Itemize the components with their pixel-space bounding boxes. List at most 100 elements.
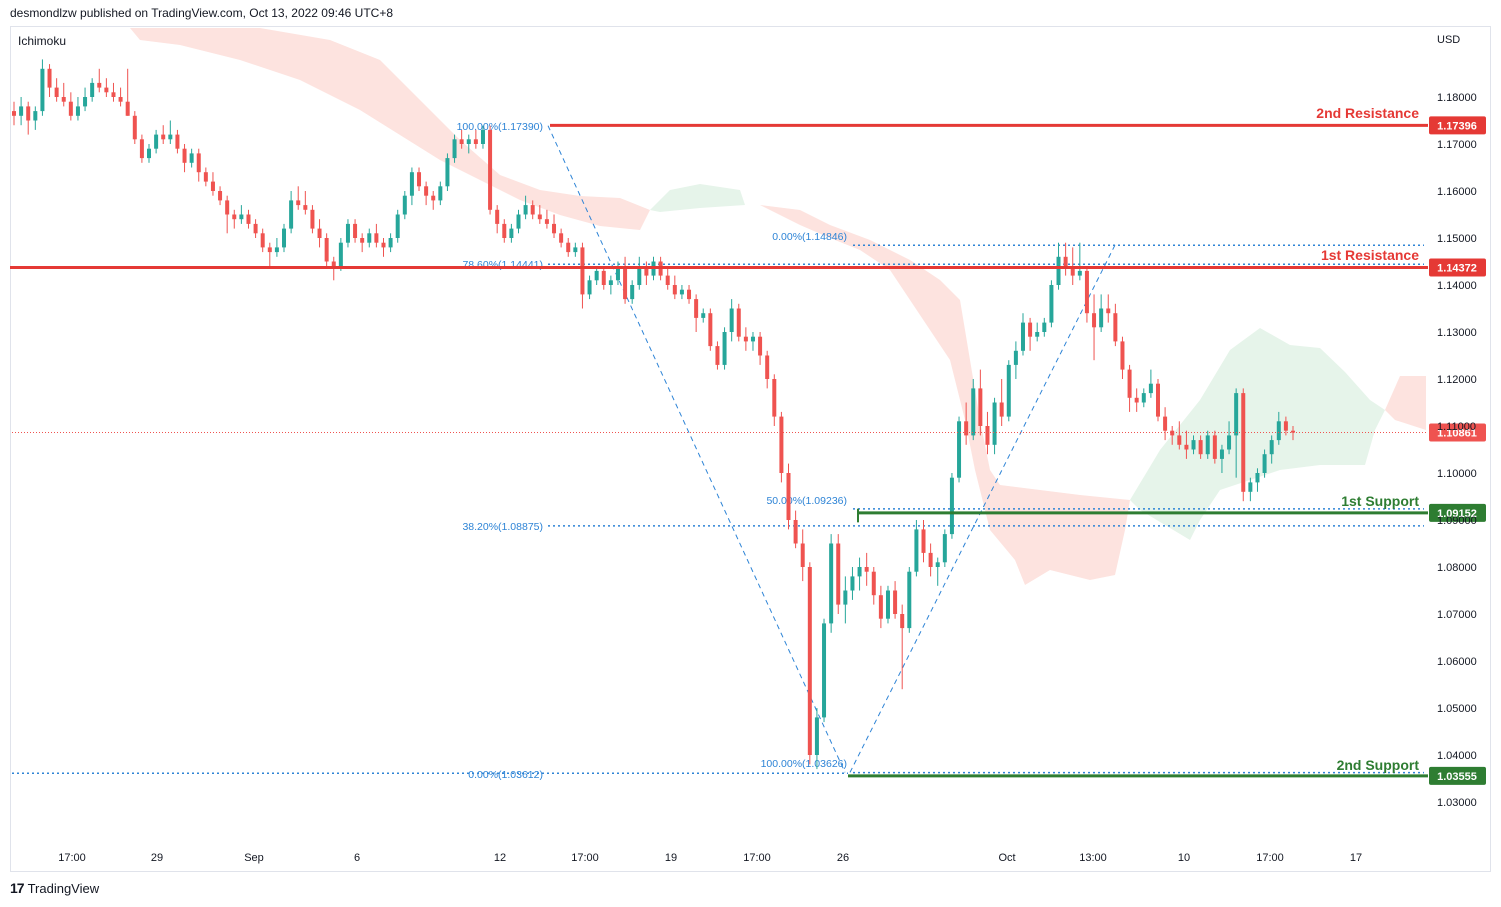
candle-body <box>914 529 919 572</box>
candle-body <box>928 552 933 567</box>
candle-body <box>331 261 336 267</box>
currency-label: USD <box>1437 34 1461 46</box>
candle-body <box>779 416 784 473</box>
candle-body <box>466 139 471 144</box>
candle-body <box>623 266 628 300</box>
candle-body <box>495 209 500 224</box>
candle-body <box>999 402 1004 417</box>
candle-body <box>949 477 954 535</box>
candle-body <box>1177 435 1182 445</box>
x-tick-label: 13:00 <box>1079 852 1107 864</box>
candle-body <box>1006 364 1011 417</box>
x-tick-label: 19 <box>665 852 677 864</box>
y-tick-label: 1.11000 <box>1437 421 1476 433</box>
candle-body <box>33 111 38 121</box>
candle-body <box>694 299 699 318</box>
indicator-label[interactable]: Ichimoku <box>18 34 67 48</box>
ichimoku-bear-cloud-2 <box>760 205 1130 585</box>
fib-label: 0.00%(1.14846) <box>772 231 847 243</box>
price-tag-label: 1.17396 <box>1437 120 1477 132</box>
candle-body <box>97 82 102 88</box>
candle-body <box>452 139 457 159</box>
candle-body <box>175 134 180 149</box>
candle-body <box>324 238 329 262</box>
candle-body <box>424 186 429 196</box>
candle-body <box>1248 482 1253 492</box>
candle-body <box>1013 350 1018 365</box>
y-tick-label: 1.06000 <box>1437 656 1477 668</box>
candle-body <box>253 223 258 234</box>
candle-body <box>843 590 848 605</box>
candle-body <box>360 238 365 243</box>
candle-body <box>381 242 386 248</box>
candle-body <box>893 590 898 614</box>
candle-body <box>580 247 585 295</box>
level-title: 1st Support <box>1341 493 1419 509</box>
price-tag-label: 1.14372 <box>1437 263 1477 275</box>
candle-body <box>19 106 24 116</box>
y-tick-label: 1.04000 <box>1437 750 1477 762</box>
candle-body <box>75 106 80 116</box>
candle-body <box>715 346 720 365</box>
candle-body <box>1042 322 1047 332</box>
candlestick-series <box>12 59 1295 770</box>
candle-body <box>672 285 677 295</box>
candle-body <box>1241 393 1246 492</box>
tradingview-logo-icon: 17 <box>10 880 25 896</box>
candle-body <box>750 336 755 342</box>
candle-body <box>1155 383 1160 417</box>
candle-body <box>218 191 223 201</box>
candle-body <box>608 280 613 285</box>
support-resistance-levels[interactable]: 2nd Resistance 1.17396 1st Resistance 1.143… <box>10 105 1486 785</box>
y-tick-label: 1.05000 <box>1437 703 1477 715</box>
fib-label: 100.00%(1.03626) <box>761 758 847 770</box>
candle-body <box>282 228 287 248</box>
candle-body <box>957 421 962 478</box>
candle-body <box>445 158 450 187</box>
candle-body <box>395 214 400 238</box>
candle-body <box>985 426 990 445</box>
candle-body <box>708 313 713 347</box>
candle-body <box>900 614 905 629</box>
level-title: 2nd Support <box>1337 757 1420 773</box>
candle-body <box>530 205 535 215</box>
time-axis[interactable]: 17:00 29 Sep 6 12 17:00 19 17:00 26 Oct 13:00 10 17:… <box>58 852 1362 864</box>
candle-body <box>431 195 436 201</box>
price-axis[interactable]: 1.18000 1.17000 1.16000 1.15000 1.14000 1.130… <box>1437 92 1477 809</box>
candle-body <box>736 308 741 337</box>
candle-body <box>345 223 350 243</box>
candle-body <box>1262 454 1267 473</box>
y-tick-label: 1.15000 <box>1437 233 1477 245</box>
candle-body <box>154 134 159 149</box>
candle-body <box>68 101 73 116</box>
candle-body <box>800 543 805 567</box>
candle-body <box>317 228 322 238</box>
y-tick-label: 1.07000 <box>1437 609 1477 621</box>
candle-body <box>516 214 521 229</box>
y-tick-label: 1.08000 <box>1437 562 1477 574</box>
candle-body <box>388 238 393 248</box>
x-tick-label: 17 <box>1350 852 1362 864</box>
y-tick-label: 1.10000 <box>1437 468 1477 480</box>
fib-label: 0.00%(1.03612) <box>468 769 543 781</box>
x-tick-label: 17:00 <box>58 852 86 864</box>
ichimoku-bull-cloud-2 <box>1130 328 1385 540</box>
candle-body <box>125 101 130 116</box>
fib-label: 50.00%(1.09236) <box>766 495 847 507</box>
candle-body <box>303 205 308 210</box>
footer-brand[interactable]: 17 TradingView <box>10 880 99 896</box>
candle-body <box>729 308 734 332</box>
candle-body <box>864 567 869 572</box>
candle-body <box>1106 308 1111 314</box>
candle-body <box>1084 270 1089 314</box>
candle-body <box>210 181 215 191</box>
fib-trend-line-1 <box>547 125 846 773</box>
footer-brand-label: TradingView <box>27 880 100 896</box>
candle-body <box>1056 256 1061 285</box>
candle-body <box>772 379 777 417</box>
candle-body <box>196 153 201 173</box>
level-title: 1st Resistance <box>1321 247 1419 263</box>
candle-body <box>1276 421 1281 441</box>
candle-body <box>459 139 464 144</box>
